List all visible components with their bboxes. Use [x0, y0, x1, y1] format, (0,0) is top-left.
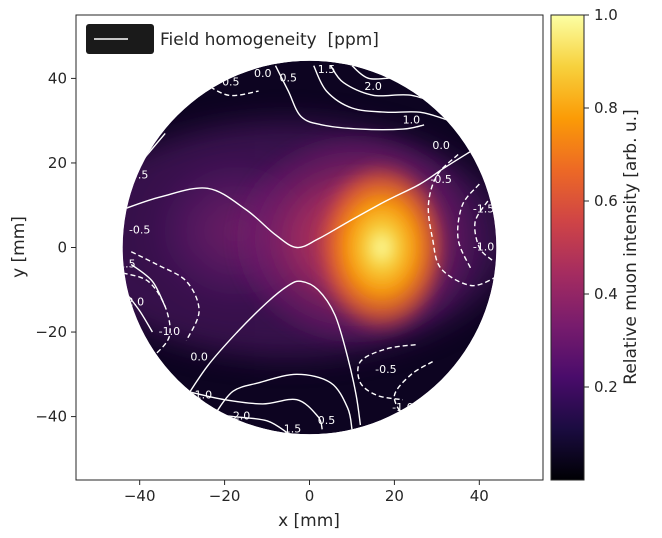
- x-tick-label: −40: [124, 487, 156, 505]
- x-axis-ticks: −40 −20 0 20 40: [124, 480, 489, 505]
- contour-label: -0.5: [430, 173, 451, 186]
- contour-label: -1.0: [473, 241, 494, 254]
- y-axis-ticks: −40 −20 0 20 40: [35, 69, 76, 426]
- y-tick-label: −40: [35, 408, 67, 426]
- contour-line: [130, 251, 200, 341]
- y-tick-label: −20: [35, 323, 67, 341]
- contour-label: 1.0: [403, 114, 421, 127]
- x-axis-title: x [mm]: [278, 511, 340, 531]
- contour-line: [456, 183, 480, 269]
- contour-line: [474, 200, 493, 261]
- contour-label: 2.0: [233, 410, 251, 423]
- contour-line: [181, 280, 362, 426]
- colorbar-tick-label: 1.0: [594, 6, 618, 24]
- contour-line: [357, 344, 416, 401]
- contour-label: 0.5: [318, 414, 336, 427]
- y-tick-label: 0: [57, 239, 67, 257]
- contour-line: [122, 272, 171, 358]
- x-tick-label: 20: [385, 487, 404, 505]
- y-tick-label: 20: [48, 154, 67, 172]
- contour-line: [186, 390, 323, 430]
- contour-labels: 0.0 0.5 1.5 2.0 1.0 0.0 -0.5 -1.5 -1.0 -0.5 0.5 -0.…: [118, 63, 495, 435]
- contour-label: -1.5: [473, 202, 494, 215]
- contour-label: 0.0: [254, 67, 272, 80]
- contour-line: [427, 153, 497, 287]
- colorbar-tick-label: 0.4: [594, 285, 618, 303]
- contour-line: [274, 65, 425, 131]
- contour-label: -0.5: [375, 363, 396, 376]
- contour-label: 1.5: [118, 257, 136, 270]
- y-axis-title: y [mm]: [9, 216, 29, 278]
- x-tick-label: −20: [209, 487, 241, 505]
- contour-line: [126, 293, 154, 333]
- colorbar-tick-label: 0.8: [594, 99, 618, 117]
- colorbar: 0.2 0.4 0.6 0.8 1.0 Relative muon intensity …: [550, 6, 641, 481]
- contour-label: 1.5: [284, 422, 302, 435]
- colorbar-tick-label: 0.2: [594, 378, 618, 396]
- contour-line: [203, 81, 259, 97]
- contour-label: -1.0: [159, 325, 180, 338]
- y-tick-label: 40: [48, 69, 67, 87]
- legend: Field homogeneity [ppm]: [86, 24, 379, 54]
- contour-line: [215, 373, 353, 430]
- heatmap-peak: [313, 158, 450, 337]
- colorbar-label: Relative muon intensity [arb. u.]: [621, 109, 641, 384]
- x-tick-label: 0: [305, 487, 315, 505]
- contour-label: 2.0: [364, 80, 382, 93]
- contour-label: -0.5: [129, 224, 150, 237]
- contour-label: 1.5: [318, 63, 336, 76]
- contour-label: 0.5: [280, 71, 298, 84]
- contour-label: 0.0: [432, 139, 450, 152]
- contour-line: [313, 65, 450, 122]
- x-tick-label: 40: [470, 487, 489, 505]
- contour-line: [393, 360, 433, 417]
- contour-label: 0.0: [190, 350, 208, 363]
- contour-line: [122, 145, 480, 249]
- legend-label: Field homogeneity [ppm]: [160, 30, 379, 50]
- colorbar-gradient-bar: [550, 14, 585, 481]
- intensity-heatmap: 0.0 0.5 1.5 2.0 1.0 0.0 -0.5 -1.5 -1.0 -0.5 0.5 -0.…: [118, 60, 497, 435]
- colorbar-ticks: 0.2 0.4 0.6 0.8 1.0: [584, 6, 618, 396]
- colorbar-tick-label: 0.6: [594, 192, 618, 210]
